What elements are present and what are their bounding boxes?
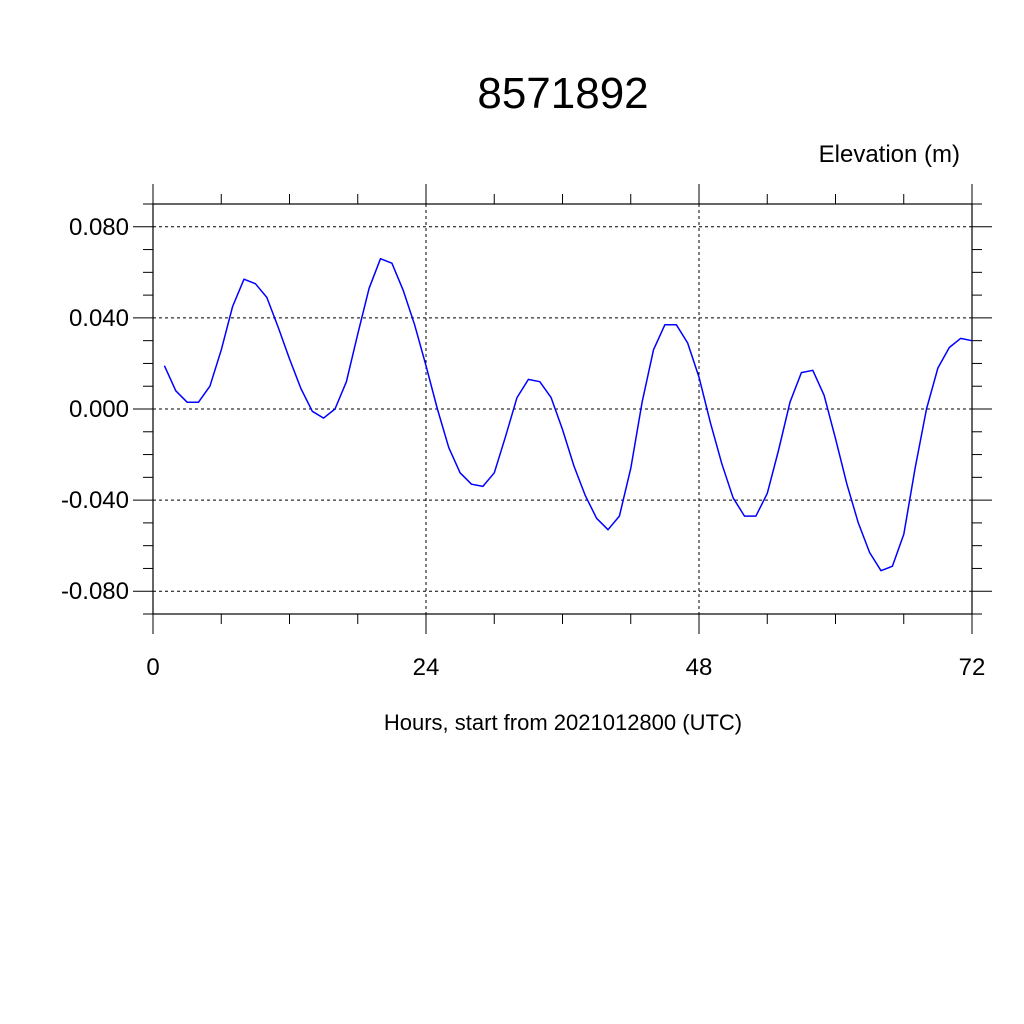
chart-title: 8571892 — [477, 69, 648, 118]
y-tick-label: 0.040 — [69, 305, 129, 332]
series-line — [163, 257, 973, 572]
x-tick-label: 48 — [686, 654, 713, 681]
y-tick-label: -0.040 — [61, 487, 129, 514]
x-tick-label: 24 — [413, 654, 440, 681]
x-axis-title: Hours, start from 2021012800 (UTC) — [384, 710, 742, 735]
units-label: Elevation (m) — [819, 141, 960, 168]
y-tick-label: 0.000 — [69, 396, 129, 423]
x-tick-labels: 0 24 48 72 — [146, 654, 985, 681]
y-tick-label: 0.080 — [69, 214, 129, 241]
axis-ticks — [133, 184, 992, 634]
x-tick-label: 0 — [146, 654, 159, 681]
grid — [153, 204, 972, 614]
x-tick-label: 72 — [959, 654, 986, 681]
y-tick-label: -0.080 — [61, 578, 129, 605]
series-group — [163, 257, 973, 572]
y-tick-labels: -0.080 -0.040 0.000 0.040 0.080 — [61, 214, 129, 605]
